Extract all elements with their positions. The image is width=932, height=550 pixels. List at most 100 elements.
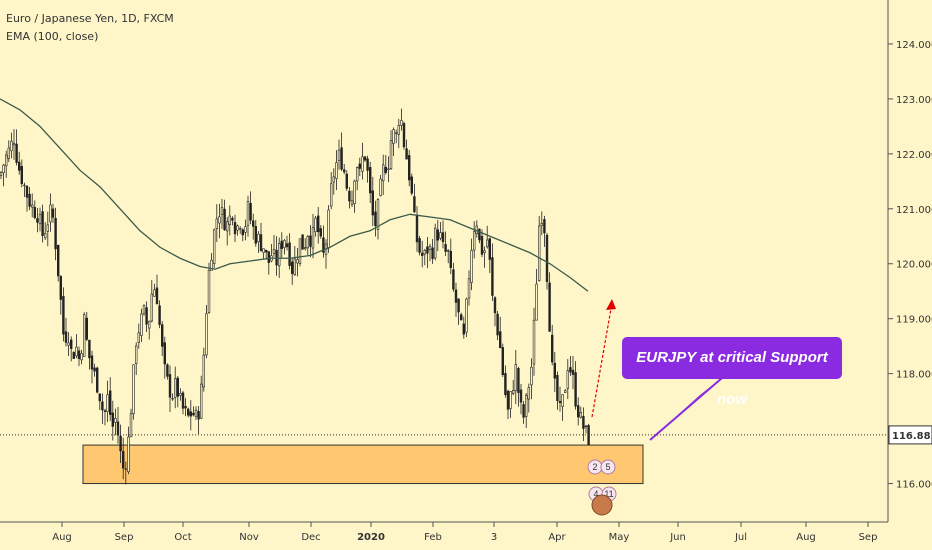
candle-body bbox=[348, 190, 351, 202]
candle-body bbox=[389, 140, 393, 169]
candle bbox=[283, 238, 286, 255]
candle bbox=[410, 173, 413, 196]
symbol-title: Euro / Japanese Yen, 1D, FXCM bbox=[6, 12, 174, 25]
candle bbox=[366, 155, 369, 183]
candle-body bbox=[319, 228, 322, 237]
x-tick-label: Dec bbox=[301, 532, 320, 543]
candle-body bbox=[194, 409, 198, 417]
candle-body bbox=[444, 244, 447, 252]
x-tick-label: Sep bbox=[859, 532, 878, 543]
candle-body bbox=[446, 250, 450, 252]
candle-body bbox=[548, 282, 551, 332]
candle bbox=[519, 384, 523, 415]
candle-body bbox=[210, 259, 213, 271]
candle bbox=[137, 323, 140, 349]
candle bbox=[582, 407, 585, 442]
candle bbox=[332, 168, 335, 195]
candle-body bbox=[478, 228, 481, 241]
candle-body bbox=[290, 261, 294, 274]
candle bbox=[285, 235, 289, 251]
candle bbox=[114, 408, 117, 436]
candle bbox=[179, 388, 182, 401]
candle-body bbox=[272, 248, 276, 254]
candle-body bbox=[28, 193, 31, 207]
candle bbox=[337, 139, 341, 170]
candle-body bbox=[296, 259, 299, 264]
candle bbox=[20, 159, 23, 188]
candle bbox=[5, 150, 8, 178]
candle bbox=[202, 347, 205, 392]
candle bbox=[576, 397, 580, 426]
candle-body bbox=[517, 367, 520, 393]
candle bbox=[407, 149, 411, 187]
candle-body bbox=[179, 393, 182, 396]
candle-body bbox=[329, 183, 333, 207]
candle bbox=[329, 172, 333, 210]
candle-body bbox=[15, 143, 18, 163]
event-badge-label: 2 bbox=[592, 462, 597, 472]
y-tick-label: 116.000 bbox=[896, 480, 932, 491]
candle-body bbox=[163, 342, 166, 365]
candle-body bbox=[189, 411, 192, 417]
candle bbox=[64, 317, 68, 347]
candle bbox=[267, 251, 270, 275]
candle bbox=[545, 232, 549, 290]
candle-body bbox=[566, 370, 570, 389]
candle bbox=[298, 238, 302, 267]
candle bbox=[218, 203, 221, 239]
candle bbox=[145, 301, 148, 333]
candle bbox=[475, 220, 478, 238]
candle-body bbox=[7, 147, 11, 159]
y-tick-label: 124.000 bbox=[896, 40, 932, 51]
candle bbox=[90, 350, 94, 384]
candle bbox=[452, 262, 455, 292]
candle bbox=[319, 225, 322, 239]
candle-body bbox=[498, 331, 502, 349]
candle-body bbox=[280, 240, 283, 249]
candle bbox=[12, 129, 16, 160]
candle-body bbox=[207, 270, 211, 313]
y-tick-label: 120.000 bbox=[896, 260, 932, 271]
candle bbox=[392, 127, 395, 157]
candle bbox=[23, 182, 26, 197]
projection-arrowhead bbox=[606, 299, 616, 310]
candle-body bbox=[579, 412, 583, 418]
candle-body bbox=[374, 211, 377, 226]
candle-body bbox=[98, 393, 102, 402]
candle bbox=[561, 394, 564, 421]
candle-body bbox=[511, 390, 515, 394]
candle bbox=[166, 363, 169, 380]
candle bbox=[38, 207, 42, 232]
candles bbox=[0, 108, 590, 485]
last-price-label: 116.885 bbox=[892, 431, 932, 442]
callout-box: EURJPY at critical Support now bbox=[622, 337, 842, 408]
candle-body bbox=[553, 362, 557, 379]
candle bbox=[62, 287, 65, 342]
candle bbox=[41, 204, 44, 243]
candle bbox=[205, 304, 208, 359]
candle bbox=[550, 324, 554, 366]
candle-body bbox=[233, 222, 237, 235]
candle-body bbox=[394, 132, 398, 134]
candle bbox=[226, 217, 229, 246]
candle-body bbox=[540, 222, 544, 226]
candle bbox=[111, 400, 115, 441]
candle-body bbox=[371, 190, 374, 216]
candle-body bbox=[431, 247, 434, 259]
candle-body bbox=[509, 391, 512, 409]
candle bbox=[7, 140, 11, 163]
candle bbox=[480, 229, 484, 258]
price-axis-bg bbox=[888, 0, 932, 550]
candle-body bbox=[545, 234, 549, 282]
candle-body bbox=[142, 305, 146, 314]
candle-body bbox=[119, 435, 122, 452]
candle-body bbox=[361, 156, 364, 172]
candle-body bbox=[174, 378, 177, 398]
candle bbox=[535, 268, 538, 321]
candle-body bbox=[532, 319, 536, 365]
candle-body bbox=[470, 250, 473, 283]
candle-body bbox=[569, 367, 572, 373]
candle bbox=[449, 238, 452, 275]
candle bbox=[428, 243, 432, 262]
